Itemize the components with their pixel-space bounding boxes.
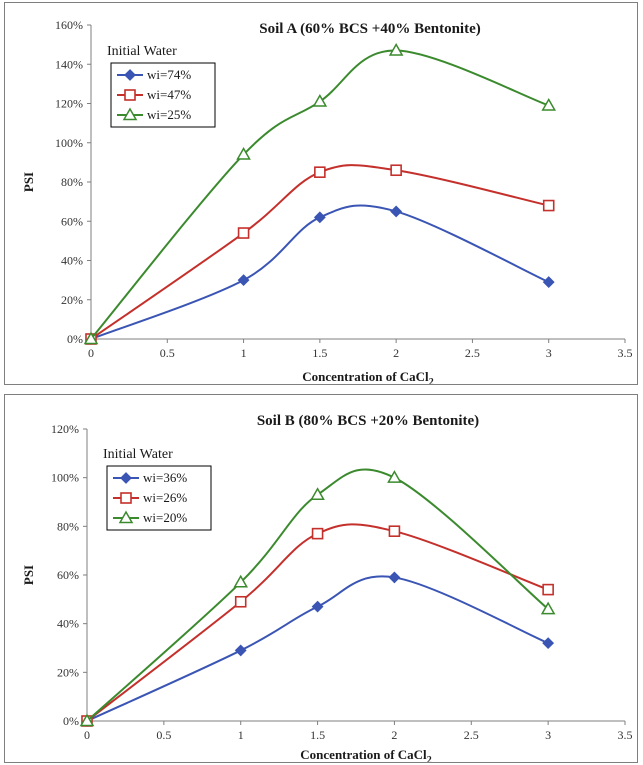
- data-point: [388, 43, 404, 56]
- data-point: [313, 211, 326, 224]
- series-wi=20%: [79, 468, 556, 727]
- series-line: [90, 204, 550, 340]
- data-point: [234, 644, 247, 657]
- y-tick-label: 140%: [55, 57, 83, 71]
- legend-marker: [120, 472, 132, 484]
- y-axis-label: PSI: [21, 565, 36, 585]
- legend-marker: [120, 492, 132, 504]
- series-line: [86, 575, 549, 722]
- y-tick-label: 40%: [61, 254, 83, 268]
- data-point: [83, 331, 99, 345]
- x-tick-label: 3: [546, 346, 552, 360]
- data-point: [311, 600, 324, 613]
- y-tick-label: 100%: [51, 471, 79, 485]
- x-tick-label: 0: [84, 728, 90, 742]
- data-point: [311, 527, 324, 540]
- x-tick-label: 1.5: [310, 728, 325, 742]
- x-axis-label: Concentration of CaCl2: [302, 369, 433, 384]
- legend-label: wi=20%: [143, 510, 187, 525]
- series-wi=47%: [85, 164, 555, 345]
- x-tick-label: 0.5: [156, 728, 171, 742]
- series-wi=26%: [81, 523, 554, 727]
- data-point: [237, 227, 250, 239]
- data-point: [233, 574, 249, 588]
- legend-label: wi=26%: [143, 490, 187, 505]
- series-wi=36%: [81, 571, 555, 727]
- legend-title: Initial Water: [103, 447, 173, 462]
- data-point: [388, 525, 401, 537]
- legend-label: wi=74%: [147, 67, 191, 82]
- data-point: [542, 583, 554, 596]
- data-point: [390, 205, 403, 218]
- y-tick-label: 160%: [55, 18, 83, 32]
- y-tick-label: 120%: [55, 97, 83, 111]
- data-point: [542, 276, 555, 289]
- x-tick-label: 2: [393, 346, 399, 360]
- y-tick-label: 60%: [57, 568, 79, 582]
- chart-soil-b: Soil B (80% BCS +20% Bentonite) 0% 20% 40% 6…: [21, 413, 633, 762]
- y-tick-label: 120%: [51, 422, 79, 436]
- legend-label: wi=47%: [147, 87, 191, 102]
- x-tick-label: 1.5: [312, 346, 327, 360]
- y-tick-label: 0%: [67, 332, 83, 346]
- y-tick-label: 20%: [57, 665, 79, 679]
- legend-marker: [118, 510, 134, 524]
- data-point: [312, 94, 328, 107]
- x-tick-label: 0.5: [160, 346, 175, 360]
- chart-title: Soil A (60% BCS +40% Bentonite): [259, 21, 480, 37]
- x-tick-label: 3.5: [618, 728, 633, 742]
- x-tick-label: 1: [238, 728, 244, 742]
- data-point: [234, 595, 247, 608]
- data-point: [388, 571, 401, 584]
- x-tick-label: 3.5: [618, 346, 633, 360]
- data-point: [236, 147, 251, 160]
- chart-panel-soil-a: Soil A (60% BCS +40% Bentonite) 0% 20% 40% 6…: [4, 2, 638, 385]
- y-tick-label: 0%: [63, 714, 79, 728]
- series-wi=25%: [83, 43, 557, 345]
- y-tick-label: 80%: [57, 519, 79, 533]
- x-tick-label: 2: [391, 728, 397, 742]
- data-point: [540, 601, 556, 615]
- y-tick-label: 60%: [61, 214, 83, 228]
- legend-marker: [124, 69, 136, 81]
- data-point: [79, 713, 95, 727]
- data-point: [314, 166, 326, 178]
- x-tick-label: 0: [88, 346, 94, 360]
- chart-soil-a: Soil A (60% BCS +40% Bentonite) 0% 20% 40% 6…: [21, 18, 633, 384]
- y-axis-label: PSI: [21, 172, 36, 192]
- x-tick-label: 2.5: [464, 728, 479, 742]
- legend-marker: [124, 89, 136, 101]
- data-point: [390, 164, 402, 177]
- legend-label: wi=36%: [143, 470, 187, 485]
- x-axis-label: Concentration of CaCl2: [300, 747, 431, 762]
- legend-label: wi=25%: [147, 107, 191, 122]
- legend-title: Initial Water: [107, 44, 177, 59]
- series-line: [90, 164, 549, 340]
- series-wi=74%: [85, 204, 555, 345]
- data-point: [541, 97, 557, 111]
- data-point: [542, 637, 555, 650]
- y-tick-label: 40%: [57, 617, 79, 631]
- x-tick-label: 3: [545, 728, 551, 742]
- series-line: [86, 523, 549, 722]
- y-tick-label: 20%: [61, 293, 83, 307]
- data-point: [237, 274, 250, 287]
- chart-panel-soil-b: Soil B (80% BCS +20% Bentonite) 0% 20% 40% 6…: [4, 394, 638, 763]
- data-point: [387, 470, 402, 483]
- y-tick-label: 80%: [61, 175, 83, 189]
- legend-marker: [122, 107, 138, 121]
- data-point: [542, 199, 555, 212]
- data-point: [310, 487, 325, 500]
- x-tick-label: 1: [241, 346, 247, 360]
- chart-title: Soil B (80% BCS +20% Bentonite): [257, 413, 479, 429]
- y-tick-label: 100%: [55, 136, 83, 150]
- x-tick-label: 2.5: [465, 346, 480, 360]
